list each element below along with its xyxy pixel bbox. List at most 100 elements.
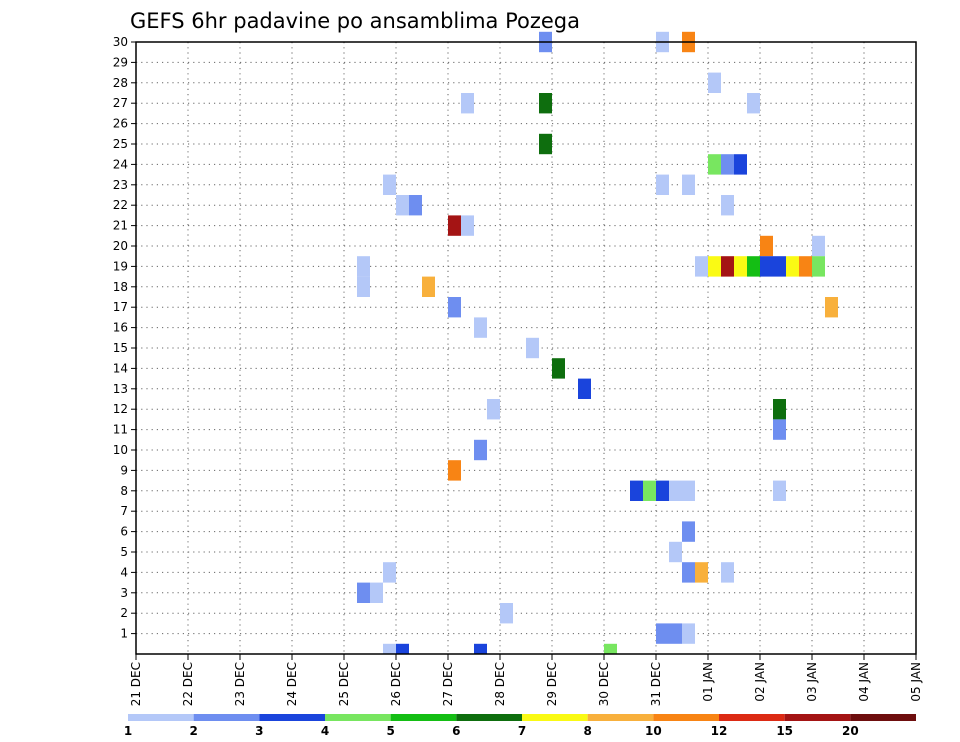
x-tick-label: 27 DEC bbox=[441, 662, 455, 706]
data-cell bbox=[708, 256, 721, 277]
data-cell bbox=[539, 133, 552, 155]
legend-label: 3 bbox=[255, 724, 263, 738]
data-cells bbox=[357, 31, 838, 654]
data-cell bbox=[461, 93, 474, 114]
data-cell bbox=[708, 154, 721, 175]
y-axis: 1234567891011121314151617181920212223242… bbox=[113, 35, 136, 641]
x-tick-label: 05 JAN bbox=[909, 662, 923, 702]
data-cell bbox=[474, 439, 487, 461]
data-cell bbox=[539, 93, 552, 114]
legend-label: 1 bbox=[124, 724, 132, 738]
y-tick-label: 11 bbox=[113, 423, 128, 437]
data-cell bbox=[682, 521, 695, 542]
data-cell bbox=[760, 235, 773, 257]
x-tick-label: 26 DEC bbox=[389, 662, 403, 706]
y-tick-label: 1 bbox=[120, 627, 128, 641]
data-cell bbox=[669, 623, 682, 644]
data-cell bbox=[448, 297, 461, 318]
x-tick-label: 22 DEC bbox=[181, 662, 195, 706]
data-cell bbox=[656, 480, 669, 501]
y-tick-label: 8 bbox=[120, 484, 128, 498]
y-tick-label: 26 bbox=[113, 117, 128, 131]
data-cell bbox=[357, 256, 370, 277]
data-cell bbox=[370, 582, 383, 603]
data-cell bbox=[383, 562, 396, 583]
y-tick-label: 2 bbox=[120, 606, 128, 620]
y-tick-label: 20 bbox=[113, 239, 128, 253]
data-cell bbox=[682, 623, 695, 644]
data-cell bbox=[695, 562, 708, 583]
legend-label: 4 bbox=[321, 724, 329, 738]
data-cell bbox=[448, 215, 461, 236]
legend-label: 12 bbox=[711, 724, 728, 738]
y-tick-label: 17 bbox=[113, 300, 128, 314]
y-tick-label: 9 bbox=[120, 463, 128, 477]
data-cell bbox=[383, 174, 396, 195]
y-tick-label: 24 bbox=[113, 157, 128, 171]
y-tick-label: 25 bbox=[113, 137, 128, 151]
legend-label: 10 bbox=[645, 724, 662, 738]
legend-label: 6 bbox=[452, 724, 460, 738]
x-tick-label: 01 JAN bbox=[701, 662, 715, 702]
data-cell bbox=[669, 541, 682, 563]
chart-title: GEFS 6hr padavine po ansamblima Pozega bbox=[130, 9, 580, 33]
y-tick-label: 21 bbox=[113, 219, 128, 233]
data-cell bbox=[526, 337, 539, 359]
data-cell bbox=[448, 460, 461, 481]
data-cell bbox=[357, 276, 370, 297]
data-cell bbox=[773, 256, 786, 277]
data-cell bbox=[773, 419, 786, 440]
data-cell bbox=[474, 317, 487, 338]
y-tick-label: 12 bbox=[113, 402, 128, 416]
legend-label: 15 bbox=[776, 724, 793, 738]
data-cell bbox=[500, 603, 513, 624]
data-cell bbox=[630, 480, 643, 501]
data-cell bbox=[812, 235, 825, 257]
data-cell bbox=[721, 195, 734, 216]
data-cell bbox=[669, 480, 682, 501]
y-tick-label: 3 bbox=[120, 586, 128, 600]
x-tick-label: 21 DEC bbox=[129, 662, 143, 706]
data-cell bbox=[773, 399, 786, 420]
legend-swatch bbox=[587, 714, 654, 721]
legend-swatch bbox=[784, 714, 851, 721]
data-cell bbox=[747, 93, 760, 114]
legend-label: 8 bbox=[583, 724, 591, 738]
data-cell bbox=[708, 72, 721, 93]
legend-swatch bbox=[653, 714, 719, 721]
data-cell bbox=[682, 480, 695, 501]
legend-label: 20 bbox=[842, 724, 859, 738]
y-tick-label: 23 bbox=[113, 178, 128, 192]
y-tick-label: 30 bbox=[113, 35, 128, 49]
data-cell bbox=[721, 154, 734, 175]
legend-label: 5 bbox=[386, 724, 394, 738]
y-tick-label: 14 bbox=[113, 361, 128, 375]
legend-swatch bbox=[456, 714, 522, 721]
data-cell bbox=[357, 582, 370, 603]
data-cell bbox=[747, 256, 760, 277]
y-tick-label: 7 bbox=[120, 504, 128, 518]
y-tick-label: 29 bbox=[113, 55, 128, 69]
y-tick-label: 27 bbox=[113, 96, 128, 110]
data-cell bbox=[396, 643, 409, 654]
data-cell bbox=[682, 562, 695, 583]
data-cell bbox=[578, 378, 591, 399]
legend-swatch bbox=[325, 714, 391, 721]
x-tick-label: 30 DEC bbox=[597, 662, 611, 706]
legend-swatch bbox=[719, 714, 785, 721]
y-tick-label: 16 bbox=[113, 321, 128, 335]
data-cell bbox=[721, 562, 734, 583]
legend-label: 7 bbox=[518, 724, 526, 738]
x-tick-label: 31 DEC bbox=[649, 662, 663, 706]
y-tick-label: 13 bbox=[113, 382, 128, 396]
data-cell bbox=[682, 174, 695, 195]
x-tick-label: 24 DEC bbox=[285, 662, 299, 706]
x-tick-label: 04 JAN bbox=[857, 662, 871, 702]
data-cell bbox=[799, 256, 812, 277]
y-tick-label: 22 bbox=[113, 198, 128, 212]
data-cell bbox=[409, 195, 422, 216]
data-cell bbox=[825, 297, 838, 318]
data-cell bbox=[812, 256, 825, 277]
data-cell bbox=[786, 256, 799, 277]
legend-swatch bbox=[193, 714, 260, 721]
